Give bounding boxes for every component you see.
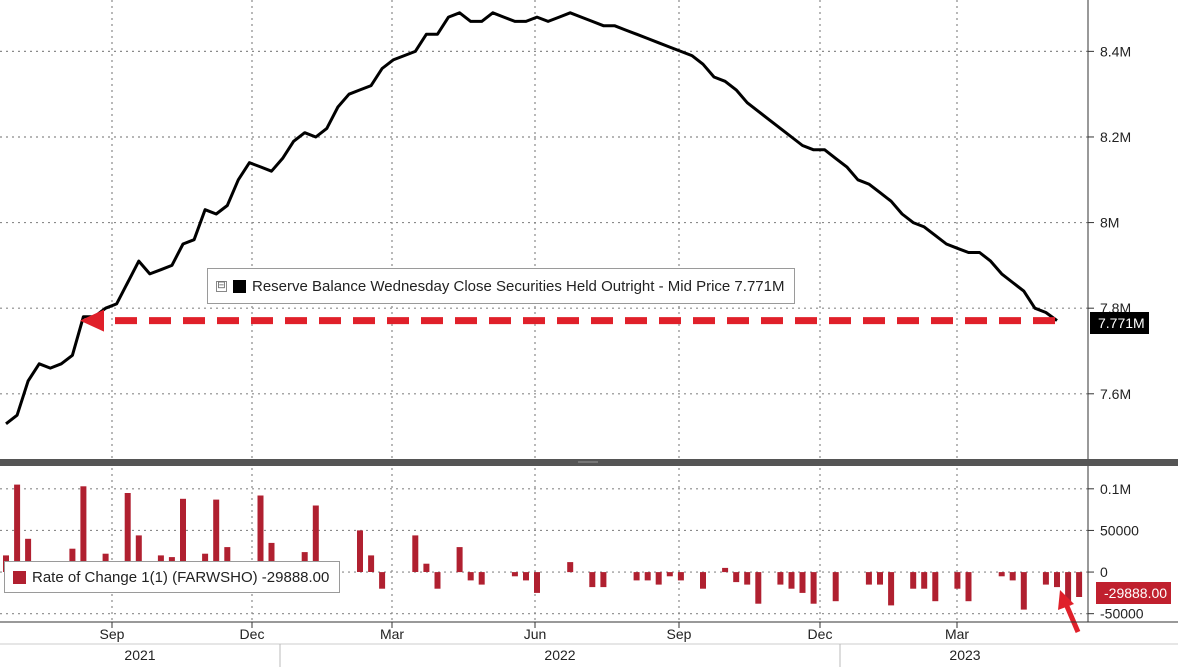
upper-panel [5,11,1058,425]
bar-rate-of-change [666,572,673,577]
arrowhead-up-icon [1058,590,1074,610]
y-tick-label-upper: 8M [1100,215,1119,231]
lower-panel [3,484,1083,633]
arrow-annotation-shaft [1063,603,1081,633]
bar-rate-of-change [733,572,740,583]
bar-rate-of-change [534,572,540,593]
bar-rate-of-change [14,484,21,572]
legend-swatch-line [233,279,246,293]
bar-rate-of-change [810,572,817,604]
x-tick-label-month: Dec [240,626,265,642]
y-tick-label-upper: 8.4M [1100,43,1131,59]
y-tick-label-upper: 7.6M [1100,386,1131,402]
bar-rate-of-change [268,542,275,572]
y-tick-label-lower: -50000 [1100,606,1144,622]
bar-rate-of-change [755,572,762,604]
y-tick-label-lower: 50000 [1100,522,1139,538]
y-tick-label-upper: 8.2M [1100,129,1131,145]
bar-rate-of-change [777,572,784,585]
y-tick-label-lower: 0.1M [1100,481,1131,497]
bar-rate-of-change [932,572,939,602]
x-tick-label-year: 2022 [544,647,575,663]
bar-rate-of-change [412,535,419,572]
bar-rate-of-change [744,572,751,585]
bar-rate-of-change [865,572,872,585]
x-tick-label-month: Mar [380,626,404,642]
bar-rate-of-change [368,555,375,572]
x-tick-label-year: 2023 [949,647,980,663]
y-tick-label-lower: 0 [1100,564,1108,580]
bar-rate-of-change [1009,572,1016,581]
bar-rate-of-change [80,486,87,572]
bar-rate-of-change [921,572,928,589]
bar-rate-of-change [69,548,76,572]
bar-rate-of-change [213,499,220,572]
bar-rate-of-change [523,572,529,581]
legend-main[interactable]: ⊟ Reserve Balance Wednesday Close Securi… [207,268,796,304]
bar-rate-of-change [511,572,518,577]
x-tick-label-month: Jun [524,626,547,642]
bar-rate-of-change [1054,572,1060,588]
bar-rate-of-change [877,572,883,585]
bar-rate-of-change [910,572,917,589]
bar-rate-of-change [379,572,386,589]
bar-rate-of-change [998,572,1005,577]
bar-rate-of-change [124,493,131,573]
x-tick-label-month: Dec [808,626,833,642]
grid-layer [0,0,1088,622]
bar-rate-of-change [1042,572,1049,585]
bar-rate-of-change [25,538,32,573]
last-value-tag-main: 7.771M [1090,312,1149,334]
bar-rate-of-change [633,572,640,581]
x-tick-label-month: Sep [100,626,125,642]
bar-rate-of-change [965,572,972,602]
bar-rate-of-change [357,530,363,572]
x-tick-label-year: 2021 [124,647,155,663]
bar-rate-of-change [644,572,651,581]
bar-rate-of-change [135,535,142,572]
bar-rate-of-change [655,572,662,585]
arrowhead-left-icon [80,309,104,332]
last-value-tag-roc: -29888.00 [1096,582,1172,604]
bar-rate-of-change [456,547,463,573]
bar-rate-of-change [312,505,319,573]
legend-main-label: Reserve Balance Wednesday Close Securiti… [252,277,785,295]
bar-rate-of-change [589,572,596,588]
bar-rate-of-change [722,567,729,573]
bar-rate-of-change [1065,572,1072,606]
bar-rate-of-change [224,547,231,573]
bar-rate-of-change [888,572,895,606]
series-line-reserve-balance [5,11,1058,425]
collapse-toggle-icon[interactable]: ⊟ [216,279,227,292]
bar-rate-of-change [434,572,441,589]
bar-rate-of-change [567,562,574,573]
legend-roc-label: Rate of Change 1(1) (FARWSHO) -29888.00 [32,568,330,586]
bar-rate-of-change [478,572,485,585]
bar-rate-of-change [700,572,706,589]
bar-rate-of-change [788,572,795,589]
legend-swatch-bar [13,570,26,584]
bar-rate-of-change [257,495,264,573]
x-tick-label-month: Mar [945,626,969,642]
x-tick-label-month: Sep [667,626,692,642]
bar-rate-of-change [600,572,607,588]
bar-rate-of-change [799,572,806,593]
bar-rate-of-change [954,572,961,589]
bar-rate-of-change [677,572,684,581]
legend-roc[interactable]: Rate of Change 1(1) (FARWSHO) -29888.00 [4,561,341,593]
bar-rate-of-change [467,572,474,581]
bar-rate-of-change [1020,572,1027,610]
bar-rate-of-change [832,572,839,602]
bar-rate-of-change [423,563,430,572]
bar-rate-of-change [1076,572,1083,597]
bar-rate-of-change [180,498,186,573]
